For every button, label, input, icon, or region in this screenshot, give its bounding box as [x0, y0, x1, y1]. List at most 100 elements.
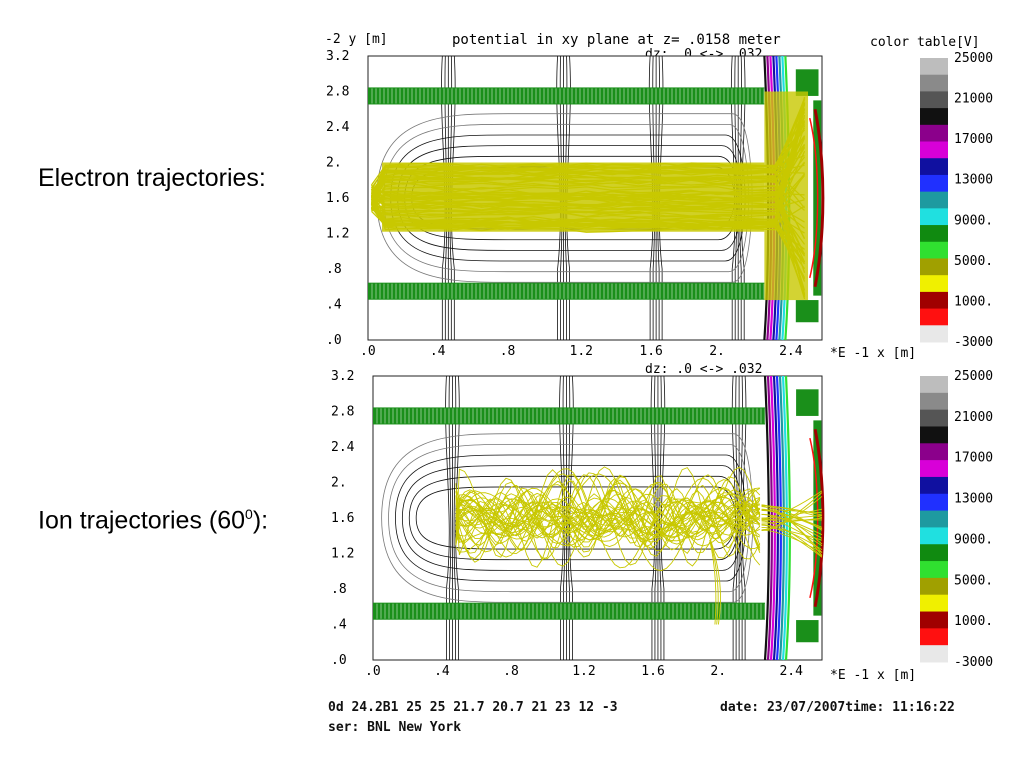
colorbar-segment	[920, 577, 948, 596]
colorbar-segment	[920, 258, 948, 276]
ion-trajectory	[761, 529, 823, 553]
electrode-bar	[368, 87, 765, 105]
ion-trajectory	[761, 524, 823, 550]
colorbar-tick-label: 1000.	[954, 614, 993, 629]
colorbar-segment	[920, 124, 948, 143]
colorbar-tick-label: 17000	[954, 451, 993, 466]
x-tick-label: .0	[365, 664, 381, 679]
colorbar-segment	[920, 510, 948, 528]
y-tick-label: 2.	[331, 476, 347, 491]
ion-trajectory	[761, 520, 823, 557]
bottom-dz-label: dz: .0 <-> .032	[645, 362, 762, 377]
potential-band	[769, 375, 776, 661]
colorbar-tick-label: 25000	[954, 51, 993, 66]
potential-band	[809, 437, 819, 599]
colorbar-segment	[920, 645, 948, 663]
ion-trajectory	[455, 468, 761, 569]
colorbar-segment	[920, 74, 948, 92]
ion-trajectory	[709, 540, 721, 625]
colorbar-segment	[920, 426, 948, 444]
colorbar-segment	[920, 225, 948, 243]
x-tick-label: .0	[360, 344, 376, 359]
colorbar-segment	[920, 275, 948, 293]
ion-trajectory	[761, 505, 823, 516]
colorbar-segment	[920, 460, 948, 478]
ion-trajectory	[455, 469, 761, 567]
ion-label-superscript: 0	[245, 506, 253, 522]
top-colorbar: 25000 21000 17000 13000 9000. 5000. 1000. -3000	[920, 51, 993, 350]
top-xlabel: *E -1 x [m]	[830, 346, 916, 361]
colorbar-tick-label: -3000	[954, 335, 993, 350]
bottom-colorbar: 25000 21000 17000 13000 9000. 5000. 1000. -3000	[920, 369, 993, 670]
potential-band	[813, 428, 825, 608]
colorbar-segment	[920, 476, 948, 495]
collector-electrode	[796, 620, 819, 643]
contour-line	[654, 375, 657, 660]
ion-label-suffix: ):	[252, 506, 269, 535]
colorbar-segment	[920, 611, 948, 629]
x-tick-label: .8	[500, 344, 516, 359]
y-tick-label: 2.4	[326, 120, 350, 135]
contour-line	[660, 375, 666, 660]
collector-electrode	[796, 389, 819, 416]
y-tick-label: .8	[326, 262, 342, 277]
ion-trajectory	[761, 517, 823, 547]
y-tick-label: .8	[331, 582, 347, 597]
potential-band	[772, 375, 779, 661]
collector-electrode	[795, 69, 819, 96]
ion-trajectory	[709, 540, 719, 625]
contour-line	[740, 375, 743, 660]
footer-date: date: 23/07/2007time: 11:16:22	[720, 700, 955, 715]
colorbar-tick-label: 9000.	[954, 213, 993, 228]
ion-trajectory	[709, 540, 717, 625]
colorbar-segment	[920, 108, 948, 126]
y-tick-label: 3.2	[326, 49, 349, 64]
contour-line	[562, 375, 566, 660]
ion-trajectory	[761, 509, 823, 528]
contour-line	[569, 375, 574, 660]
footer-user: ser: BNL New York	[328, 720, 462, 735]
top-ylabel: -2 y [m]	[325, 32, 388, 47]
potential-band	[809, 117, 819, 279]
potential-band	[778, 375, 785, 661]
contour-line	[567, 375, 571, 660]
ion-trajectory	[455, 501, 761, 535]
colorbar-tick-label: 5000.	[954, 254, 993, 269]
x-tick-label: 2.4	[779, 664, 803, 679]
contour-line	[381, 517, 754, 603]
colorbar-tick-label: 17000	[954, 132, 993, 147]
ion-trajectory	[761, 508, 823, 519]
colorbar-title: color table[V]	[870, 35, 980, 50]
contour-line	[448, 375, 452, 660]
electron-beam-core	[381, 162, 765, 232]
colorbar-tick-label: 5000.	[954, 573, 993, 588]
colorbar-tick-label: 25000	[954, 369, 993, 384]
colorbar-segment	[920, 208, 948, 226]
x-tick-label: 1.2	[570, 344, 593, 359]
colorbar-segment	[920, 291, 948, 310]
colorbar-segment	[920, 561, 948, 579]
contour-line	[735, 375, 738, 660]
x-tick-label: 2.4	[779, 344, 803, 359]
colorbar-tick-label: 9000.	[954, 532, 993, 547]
ion-trajectory	[761, 524, 823, 558]
y-tick-label: 1.2	[331, 547, 354, 562]
colorbar-segment	[920, 376, 948, 394]
colorbar-segment	[920, 325, 948, 343]
x-tick-label: 1.2	[572, 664, 595, 679]
contour-line	[381, 433, 754, 519]
contour-line	[650, 375, 656, 660]
colorbar-segment	[920, 544, 948, 562]
x-tick-label: .4	[430, 344, 446, 359]
colorbar-segment	[920, 594, 948, 613]
colorbar-segment	[920, 628, 948, 646]
colorbar-tick-label: -3000	[954, 655, 993, 670]
y-tick-label: .4	[326, 298, 342, 313]
contour-line	[659, 375, 662, 660]
colorbar-segment	[920, 158, 948, 176]
colorbar-segment	[920, 392, 948, 411]
colorbar-segment	[920, 527, 948, 545]
potential-band	[813, 108, 825, 288]
top-potential-plot: .0 .4 .8 1.2 1.6 2. 2.4 3.2 2.8 2.4 2. 1.6 1.2 .8 .4 .0	[326, 49, 825, 359]
